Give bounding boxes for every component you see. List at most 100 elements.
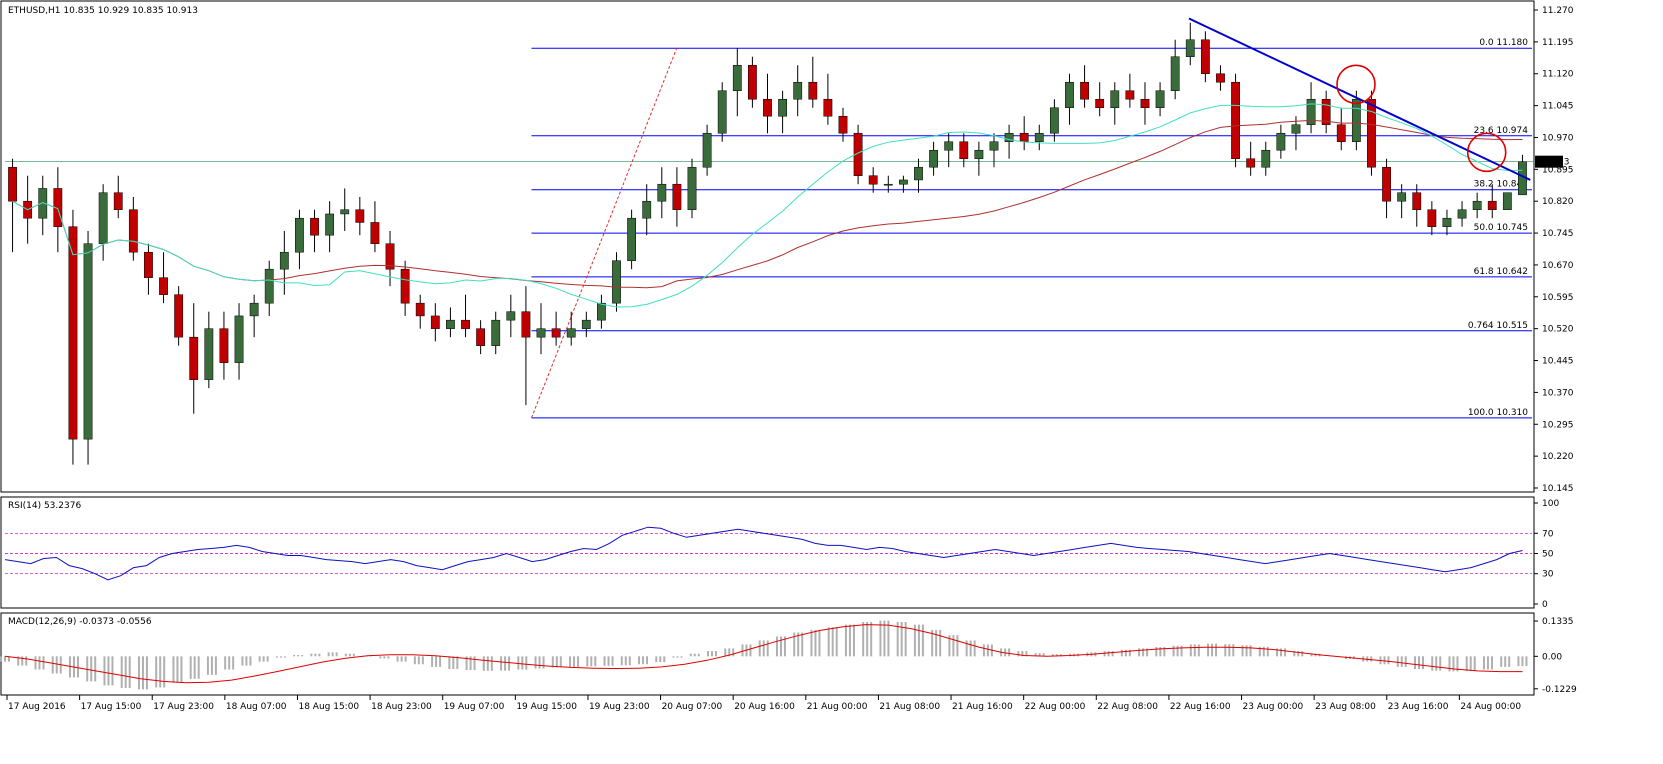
x-tick-label: 21 Aug 08:00 bbox=[879, 702, 940, 712]
candle-body bbox=[400, 268, 410, 304]
candle-body bbox=[144, 251, 153, 278]
x-tick-label: 18 Aug 15:00 bbox=[298, 702, 359, 712]
x-tick-label: 19 Aug 15:00 bbox=[516, 702, 577, 712]
y-tick-label: 10.745 bbox=[1542, 229, 1574, 239]
fib-level-label: 0.0 11.180 bbox=[1479, 38, 1528, 48]
candle-body bbox=[521, 311, 531, 338]
candle-body bbox=[929, 149, 938, 168]
x-axis: 17 Aug 2016 17 Aug 15:00 17 Aug 23:00 18 Au… bbox=[6, 695, 1521, 712]
candle-body bbox=[83, 243, 93, 440]
candle-body bbox=[974, 149, 984, 159]
y-tick-label: 10.370 bbox=[1542, 388, 1574, 398]
candle-body bbox=[1155, 90, 1165, 108]
candle-body bbox=[128, 209, 138, 253]
candle-body bbox=[219, 328, 229, 363]
candle-body bbox=[1321, 98, 1331, 125]
candle-body bbox=[476, 328, 486, 346]
candle-body bbox=[1034, 132, 1044, 142]
candle-body bbox=[898, 179, 908, 185]
macd-tick-label: 0.00 bbox=[1542, 652, 1562, 662]
candle-body bbox=[536, 328, 546, 338]
candle-body bbox=[793, 81, 803, 100]
x-tick-label: 20 Aug 16:00 bbox=[734, 702, 795, 712]
candle-body bbox=[1336, 124, 1346, 142]
x-tick-label: 23 Aug 16:00 bbox=[1388, 702, 1449, 712]
candle-body bbox=[1231, 81, 1240, 159]
candle-body bbox=[1382, 166, 1391, 202]
candle-body bbox=[1351, 98, 1361, 142]
candle-body bbox=[325, 213, 335, 236]
candle-body bbox=[747, 64, 757, 100]
candle-body bbox=[1457, 209, 1467, 219]
candle-body bbox=[1502, 192, 1512, 210]
candle-body bbox=[868, 175, 878, 185]
candle-body bbox=[159, 277, 168, 295]
candle-body bbox=[355, 209, 365, 223]
y-tick-label: 10.220 bbox=[1542, 452, 1574, 462]
candle-body bbox=[1200, 39, 1210, 74]
fib-level-label: 38.2 10.847 bbox=[1474, 180, 1528, 190]
y-tick-label: 10.970 bbox=[1542, 133, 1574, 143]
resistance-trendline bbox=[1188, 17, 1531, 181]
x-tick-label: 23 Aug 00:00 bbox=[1243, 702, 1304, 712]
candle-body bbox=[823, 98, 833, 117]
candle-body bbox=[627, 217, 637, 261]
candle-body bbox=[189, 336, 199, 380]
rsi-tick-label: 50 bbox=[1542, 550, 1554, 560]
candle-body bbox=[415, 302, 425, 317]
candle-body bbox=[612, 260, 621, 304]
candle-body bbox=[295, 217, 304, 253]
candle-body bbox=[1140, 98, 1150, 108]
y-tick-label: 11.195 bbox=[1542, 38, 1574, 48]
y-tick-label: 10.895 bbox=[1542, 165, 1574, 175]
rsi-panel: 100 70 50 30 0 bbox=[4, 499, 1559, 610]
macd-signal-line bbox=[4, 624, 1523, 684]
candle-body bbox=[1216, 73, 1225, 83]
main-panel: 11.270 11.195 11.120 11.045 10.970 10.895 10.8… bbox=[5, 6, 1574, 494]
candle-body bbox=[8, 166, 17, 202]
fib-level-label: 50.0 10.745 bbox=[1474, 223, 1528, 233]
candle-body bbox=[672, 183, 682, 210]
candle-body bbox=[1246, 158, 1256, 168]
candle-body bbox=[1472, 200, 1482, 210]
x-tick-label: 18 Aug 07:00 bbox=[226, 702, 287, 712]
candle-body bbox=[717, 90, 727, 134]
x-tick-label: 22 Aug 16:00 bbox=[1170, 702, 1231, 712]
rsi-tick-label: 30 bbox=[1542, 570, 1554, 580]
candle-body bbox=[491, 319, 501, 346]
candle-body bbox=[657, 183, 667, 202]
candle-body bbox=[1261, 149, 1271, 168]
y-tick-label: 10.295 bbox=[1542, 420, 1574, 430]
x-tick-label: 21 Aug 00:00 bbox=[807, 702, 868, 712]
candle-body bbox=[53, 188, 63, 227]
current-price-box bbox=[1535, 155, 1563, 168]
candle-body bbox=[944, 141, 954, 151]
candle-body bbox=[385, 243, 395, 270]
x-tick-label: 21 Aug 16:00 bbox=[952, 702, 1013, 712]
candle-body bbox=[959, 141, 969, 159]
candle-body bbox=[1487, 200, 1497, 210]
fib-level-label: 23.6 10.974 bbox=[1474, 126, 1529, 136]
candle-body bbox=[642, 200, 652, 219]
candle-body bbox=[1442, 217, 1452, 227]
x-tick-label: 22 Aug 00:00 bbox=[1025, 702, 1086, 712]
fib-anchor-line bbox=[531, 48, 678, 419]
candle-body bbox=[1019, 132, 1029, 142]
candle-body bbox=[1185, 39, 1195, 57]
candle-body bbox=[1125, 90, 1135, 100]
candle-body bbox=[506, 311, 516, 321]
x-tick-label: 24 Aug 00:00 bbox=[1460, 702, 1521, 712]
fib-level-label: 100.0 10.310 bbox=[1468, 408, 1528, 418]
candle-body bbox=[732, 64, 742, 91]
x-tick-label: 19 Aug 23:00 bbox=[589, 702, 650, 712]
candle-body bbox=[310, 217, 319, 236]
chart-title: ETHUSD,H1 10.835 10.929 10.835 10.913 bbox=[8, 6, 198, 16]
candle-body bbox=[1397, 192, 1407, 202]
candle-body bbox=[249, 302, 259, 317]
candle-body bbox=[1291, 124, 1301, 134]
x-tick-label: 17 Aug 15:00 bbox=[81, 702, 142, 712]
candle-body bbox=[1095, 98, 1105, 108]
rsi-tick-label: 100 bbox=[1542, 499, 1559, 509]
x-tick-label: 23 Aug 08:00 bbox=[1315, 702, 1376, 712]
candle-body bbox=[1367, 98, 1376, 168]
